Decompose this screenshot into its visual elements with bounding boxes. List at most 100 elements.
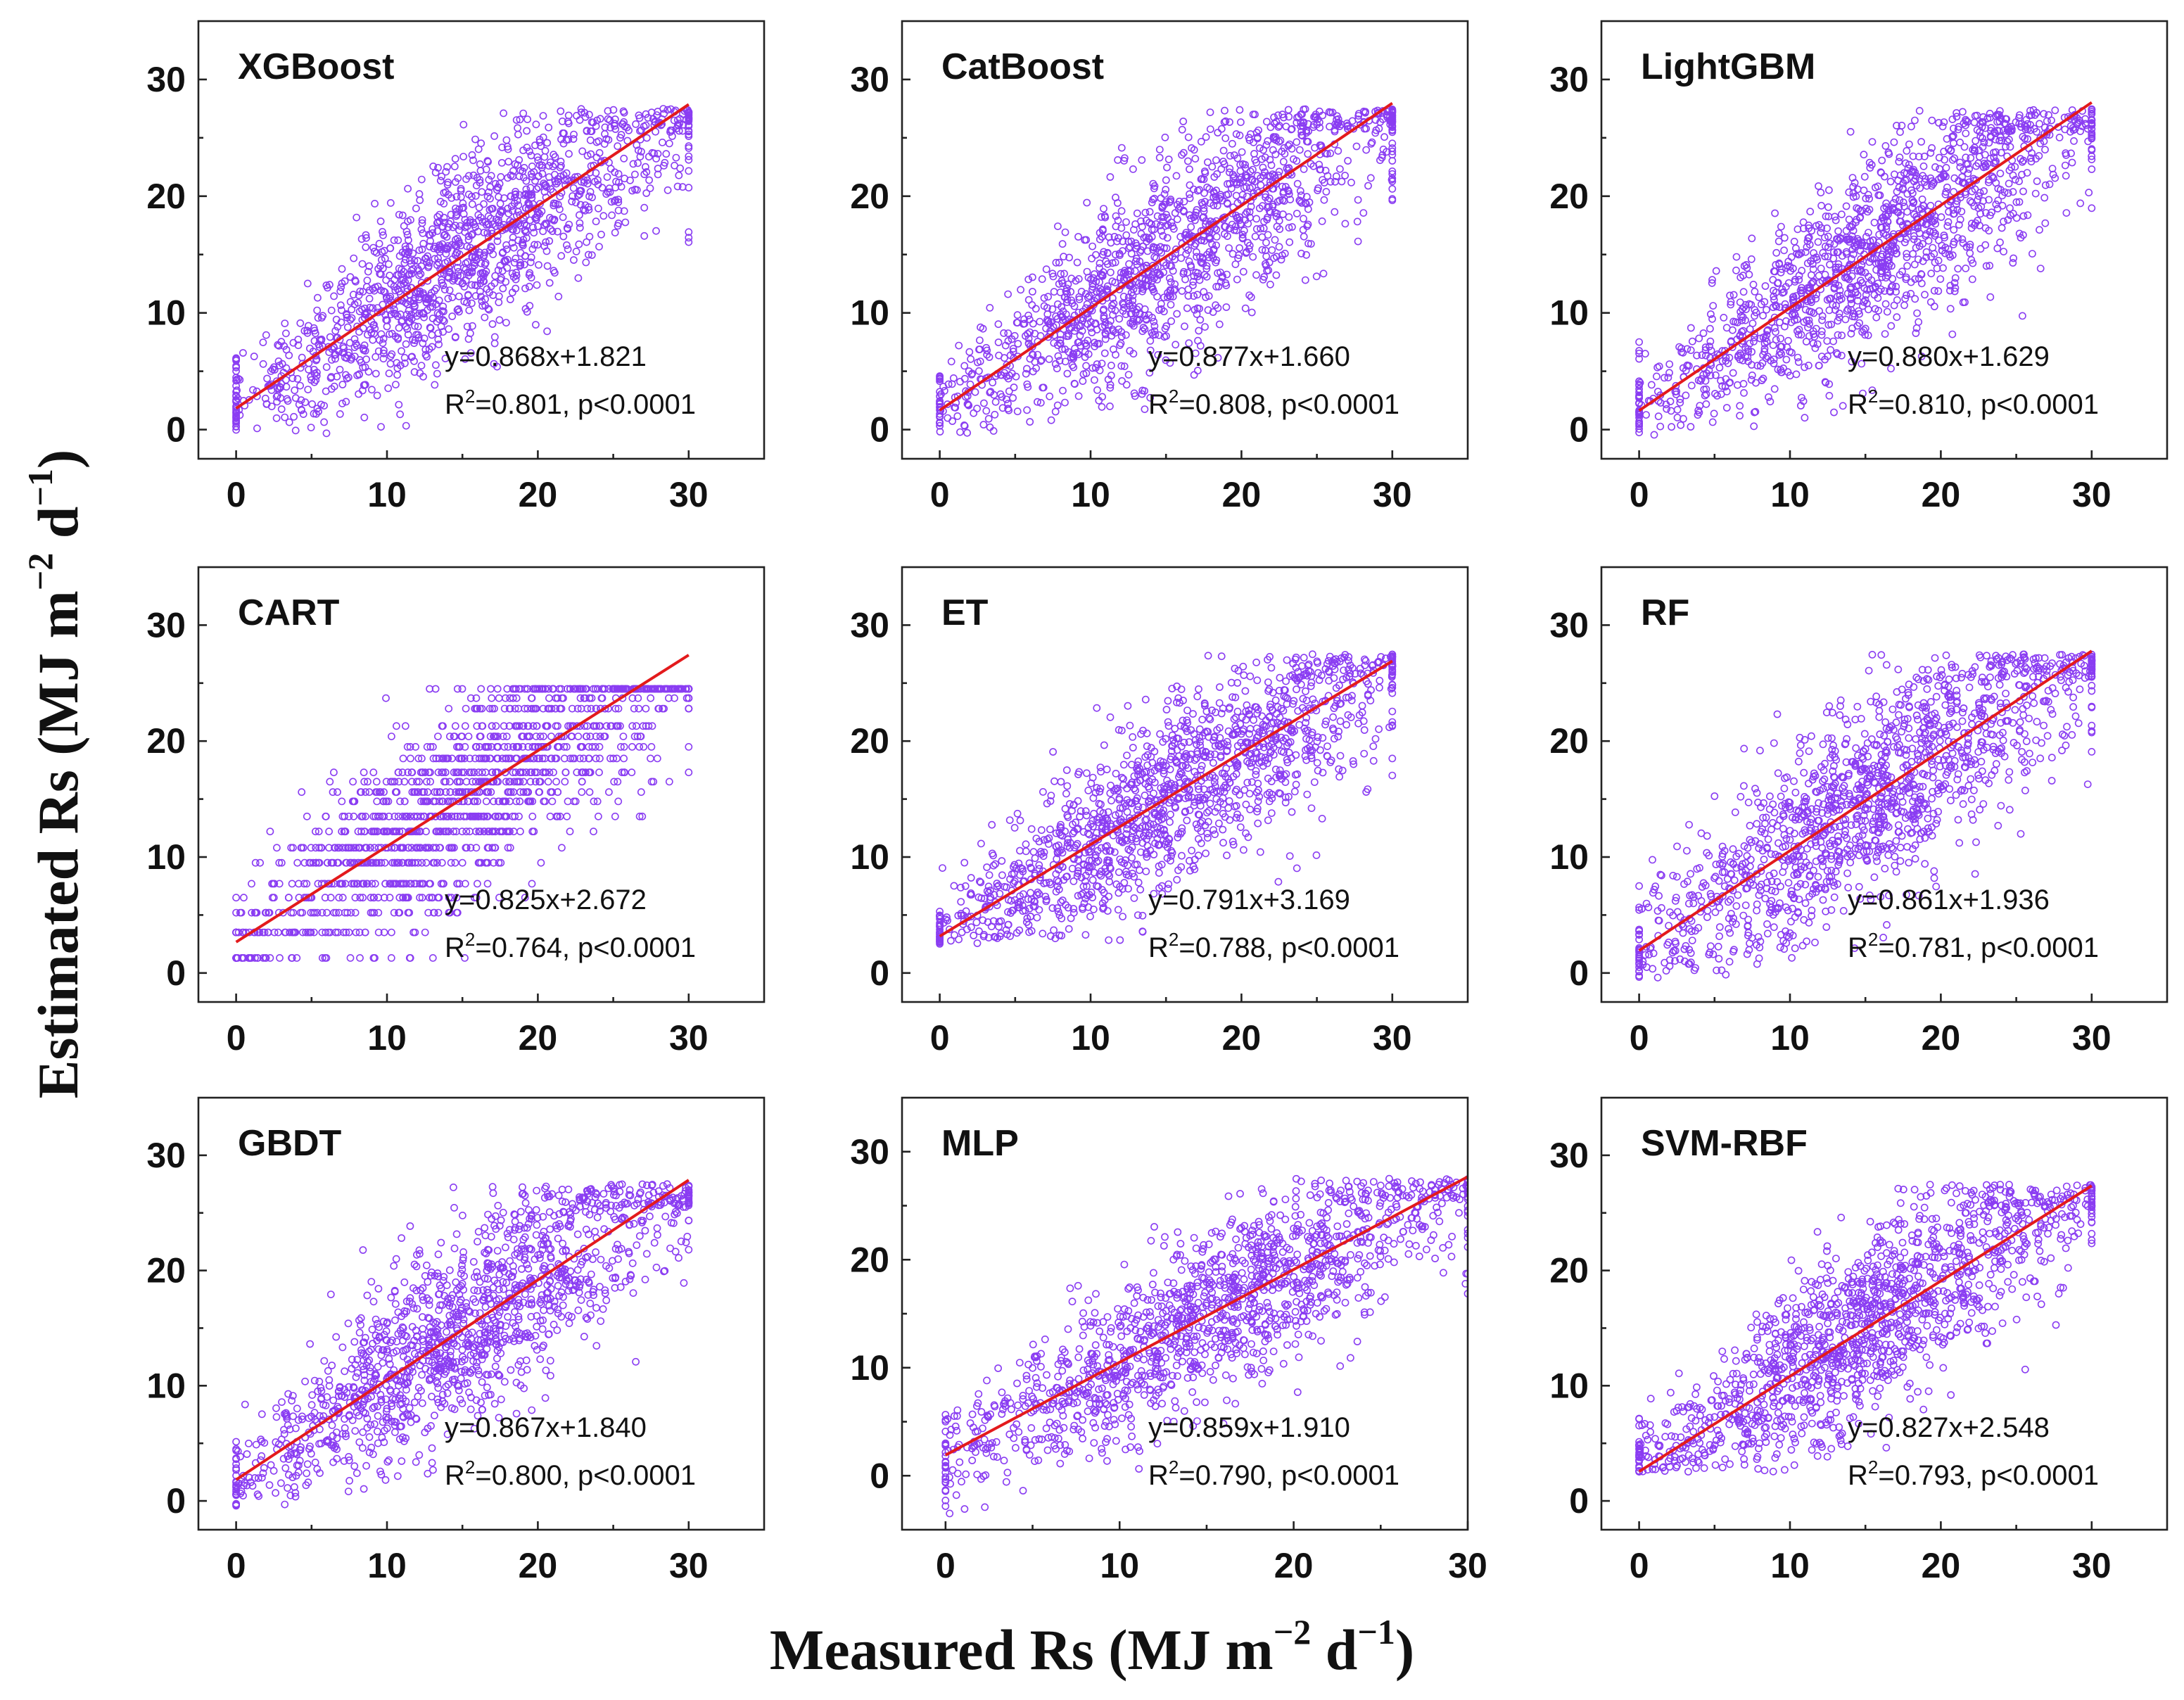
scatter-point — [1285, 140, 1294, 148]
scatter-point — [654, 170, 662, 179]
scatter-point — [614, 142, 622, 151]
scatter-point — [1264, 137, 1272, 145]
scatter-point — [956, 428, 964, 436]
scatter-point — [1635, 414, 1643, 421]
scatter-point — [1837, 295, 1846, 303]
scatter-point — [1293, 138, 1301, 146]
scatter-point — [514, 236, 523, 244]
scatter-point — [450, 827, 457, 836]
scatter-point — [1201, 323, 1209, 331]
scatter-point — [1077, 322, 1085, 330]
scatter-point — [1933, 264, 1941, 272]
scatter-point — [1901, 159, 1910, 167]
scatter-point — [1806, 208, 1815, 216]
scatter-point — [1824, 232, 1832, 241]
scatter-point — [2051, 174, 2059, 182]
scatter-point — [1191, 349, 1200, 357]
scatter-point — [362, 234, 370, 242]
scatter-point — [1258, 202, 1266, 210]
scatter-point — [511, 194, 519, 201]
scatter-point — [1304, 150, 1312, 158]
scatter-point — [1210, 193, 1217, 201]
scatter-point — [444, 191, 452, 199]
scatter-point — [448, 312, 457, 320]
scatter-point — [1746, 325, 1754, 334]
scatter-point — [1867, 160, 1876, 169]
scatter-point — [1263, 118, 1271, 126]
scatter-point — [1210, 173, 1219, 181]
scatter-point — [1673, 405, 1682, 414]
scatter-point — [1885, 150, 1893, 158]
scatter-point — [2015, 229, 2024, 238]
scatter-point — [1029, 319, 1037, 328]
scatter-point — [1902, 273, 1910, 281]
scatter-point — [1271, 150, 1280, 158]
scatter-point — [1938, 246, 1946, 255]
scatter-point — [1141, 387, 1148, 395]
scatter-point — [1117, 328, 1126, 336]
scatter-point — [1825, 392, 1834, 400]
scatter-point — [285, 351, 293, 360]
scatter-point — [1188, 144, 1195, 152]
scatter-point — [296, 319, 305, 327]
scatter-point — [1307, 160, 1315, 168]
scatter-point — [611, 168, 619, 177]
scatter-point — [1874, 287, 1883, 296]
scatter-point — [322, 429, 331, 438]
scatter-point — [520, 260, 528, 269]
scatter-point — [1934, 256, 1943, 265]
scatter-point — [1935, 236, 1943, 244]
scatter-point — [982, 407, 991, 415]
scatter-point — [642, 189, 651, 197]
scatter-point — [1314, 184, 1322, 192]
scatter-point — [1069, 350, 1077, 357]
scatter-point — [2000, 217, 2007, 226]
scatter-point — [611, 704, 620, 713]
scatter-point — [272, 393, 281, 401]
scatter-point — [338, 894, 347, 902]
scatter-point — [1943, 222, 1952, 230]
scatter-point — [1159, 231, 1167, 240]
scatter-point — [1817, 201, 1825, 210]
scatter-point — [640, 743, 648, 751]
scatter-point — [414, 265, 422, 273]
scatter-point — [1799, 224, 1808, 233]
scatter-point — [305, 858, 313, 867]
scatter-point — [1118, 377, 1126, 385]
scatter-point — [318, 908, 326, 917]
scatter-point — [1896, 153, 1904, 162]
scatter-point — [522, 228, 531, 236]
scatter-point — [542, 181, 550, 189]
scatter-point — [1122, 218, 1130, 226]
scatter-point — [374, 265, 382, 273]
scatter-point — [1388, 157, 1397, 165]
scatter-point — [647, 743, 656, 751]
scatter-point — [685, 234, 693, 242]
scatter-point — [1959, 298, 1967, 307]
scatter-point — [1258, 233, 1266, 241]
scatter-point — [1784, 368, 1792, 376]
scatter-point — [1127, 250, 1136, 258]
scatter-point — [1905, 160, 1913, 169]
scatter-point — [1023, 364, 1031, 373]
scatter-point — [528, 191, 536, 198]
scatter-point — [324, 343, 333, 351]
scatter-point — [604, 188, 612, 196]
scatter-point — [556, 205, 564, 213]
scatter-point — [498, 143, 506, 151]
scatter-point — [1862, 291, 1870, 299]
scatter-point — [951, 403, 958, 412]
scatter-point — [1304, 137, 1312, 146]
scatter-point — [1323, 172, 1332, 180]
scatter-point — [413, 312, 421, 320]
scatter-point — [2088, 156, 2096, 163]
scatter-point — [1178, 125, 1186, 134]
scatter-point — [295, 400, 303, 409]
scatter-point — [1635, 381, 1643, 390]
scatter-point — [410, 368, 419, 376]
scatter-point — [642, 163, 649, 171]
scatter-point — [2010, 254, 2017, 262]
scatter-point — [1057, 269, 1065, 278]
scatter-point — [346, 298, 355, 306]
scatter-point — [936, 421, 944, 430]
